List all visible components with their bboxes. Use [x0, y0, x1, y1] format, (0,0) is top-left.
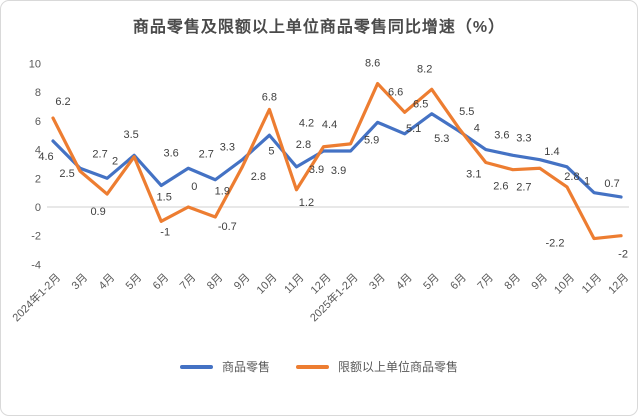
- data-label-series-0: 0.7: [604, 178, 619, 190]
- legend-line-marker-blue: [179, 364, 213, 369]
- data-label-series-1: 1.4: [544, 146, 559, 158]
- data-label-series-1: 6.6: [388, 86, 403, 98]
- legend-item-goods-retail: 商品零售: [179, 358, 270, 375]
- x-category-label: 3月: [367, 272, 388, 293]
- x-category-label: 2024年1-2月: [9, 270, 63, 324]
- legend-label-above-quota-retail: 限额以上单位商品零售: [338, 360, 459, 374]
- data-label-series-0: 5.1: [406, 123, 421, 135]
- x-category-label: 9月: [232, 272, 253, 293]
- data-label-series-1: 4.4: [322, 119, 337, 131]
- x-category-label: 10月: [552, 272, 577, 297]
- x-category-label: 4月: [394, 272, 415, 293]
- y-tick-label: 8: [35, 87, 41, 99]
- data-label-series-1: 4.2: [299, 118, 314, 130]
- data-label-series-0: 1.5: [157, 191, 172, 203]
- x-category-label: 3月: [70, 272, 91, 293]
- data-label-series-1: 6.2: [55, 96, 70, 108]
- data-label-series-0: 3.9: [331, 165, 346, 177]
- x-category-label: 7月: [475, 272, 496, 293]
- data-label-series-1: -2: [618, 249, 628, 261]
- data-label-series-1: -1: [160, 226, 170, 238]
- x-category-label: 5月: [421, 272, 442, 293]
- y-tick-label: 2: [35, 173, 41, 185]
- x-category-label: 5月: [124, 272, 145, 293]
- data-label-series-1: 8.2: [417, 63, 432, 75]
- data-label-series-1: 1.2: [299, 197, 314, 209]
- x-category-label: 6月: [151, 272, 172, 293]
- data-label-series-0: 3.6: [164, 147, 179, 159]
- data-label-series-0: 2.8: [564, 171, 579, 183]
- y-tick-label: 10: [29, 59, 41, 71]
- data-label-series-1: 3.5: [124, 129, 139, 141]
- data-label-series-1: 3.1: [466, 169, 481, 181]
- data-label-series-0: 3.6: [494, 129, 509, 141]
- series-line-0: [51, 112, 623, 199]
- data-label-series-1: 2.7: [516, 181, 531, 193]
- data-label-series-1: 5.5: [459, 106, 474, 118]
- y-tick-label: 6: [35, 116, 41, 128]
- data-label-series-1: 0.9: [90, 206, 105, 218]
- series-line-1: [51, 81, 623, 241]
- x-category-label: 8月: [502, 272, 523, 293]
- x-category-label: 7月: [178, 272, 199, 293]
- data-label-series-1: -0.7: [218, 221, 237, 233]
- data-label-series-0: 2.7: [199, 148, 214, 160]
- data-label-series-1: 2.6: [493, 181, 508, 193]
- data-label-series-0: 4.6: [38, 151, 53, 163]
- x-category-label: 10月: [255, 272, 280, 297]
- y-tick-label: 4: [35, 145, 41, 157]
- data-label-series-1: 0: [191, 181, 197, 193]
- data-label-series-1: 6.8: [262, 91, 277, 103]
- data-label-series-0: 1.9: [215, 186, 230, 198]
- legend: 商品零售 限额以上单位商品零售: [1, 358, 637, 375]
- data-label-series-0: 6.5: [413, 99, 428, 111]
- y-tick-label: -2: [31, 231, 41, 243]
- x-category-label: 9月: [529, 272, 550, 293]
- data-label-series-1: 2.8: [251, 171, 266, 183]
- x-category-label: 11月: [282, 272, 306, 296]
- data-label-series-1: 8.6: [365, 58, 380, 70]
- x-category-label: 4月: [97, 272, 118, 293]
- x-category-label: 2025年1-2月: [307, 270, 361, 324]
- data-label-series-0: 2.7: [92, 148, 107, 160]
- x-category-label: 8月: [205, 272, 226, 293]
- chart-title: 商品零售及限额以上单位商品零售同比增速（%）: [132, 19, 506, 36]
- data-label-series-0: 5: [268, 145, 274, 157]
- x-category-label: 12月: [606, 272, 631, 297]
- data-label-series-0: 2: [112, 155, 118, 167]
- data-label-series-0: 4: [474, 123, 480, 135]
- data-label-series-0: 3.3: [516, 133, 531, 145]
- y-tick-label: -4: [31, 259, 41, 271]
- legend-label-goods-retail: 商品零售: [221, 360, 270, 374]
- data-label-series-0: 3.9: [309, 164, 324, 176]
- data-label-series-0: 5.3: [434, 133, 449, 145]
- data-label-series-1: -2.2: [546, 238, 565, 250]
- legend-item-above-quota-retail: 限额以上单位商品零售: [296, 358, 458, 375]
- data-label-series-0: 2.8: [296, 139, 311, 151]
- data-label-series-0: 3.3: [220, 142, 235, 154]
- data-label-series-0: 1: [584, 176, 590, 188]
- data-label-series-1: 2.5: [59, 168, 74, 180]
- x-category-label: 11月: [580, 272, 604, 296]
- data-label-series-0: 5.9: [364, 134, 379, 146]
- y-tick-label: 0: [35, 202, 41, 214]
- legend-line-marker-orange: [296, 364, 329, 369]
- x-category-label: 6月: [448, 272, 469, 293]
